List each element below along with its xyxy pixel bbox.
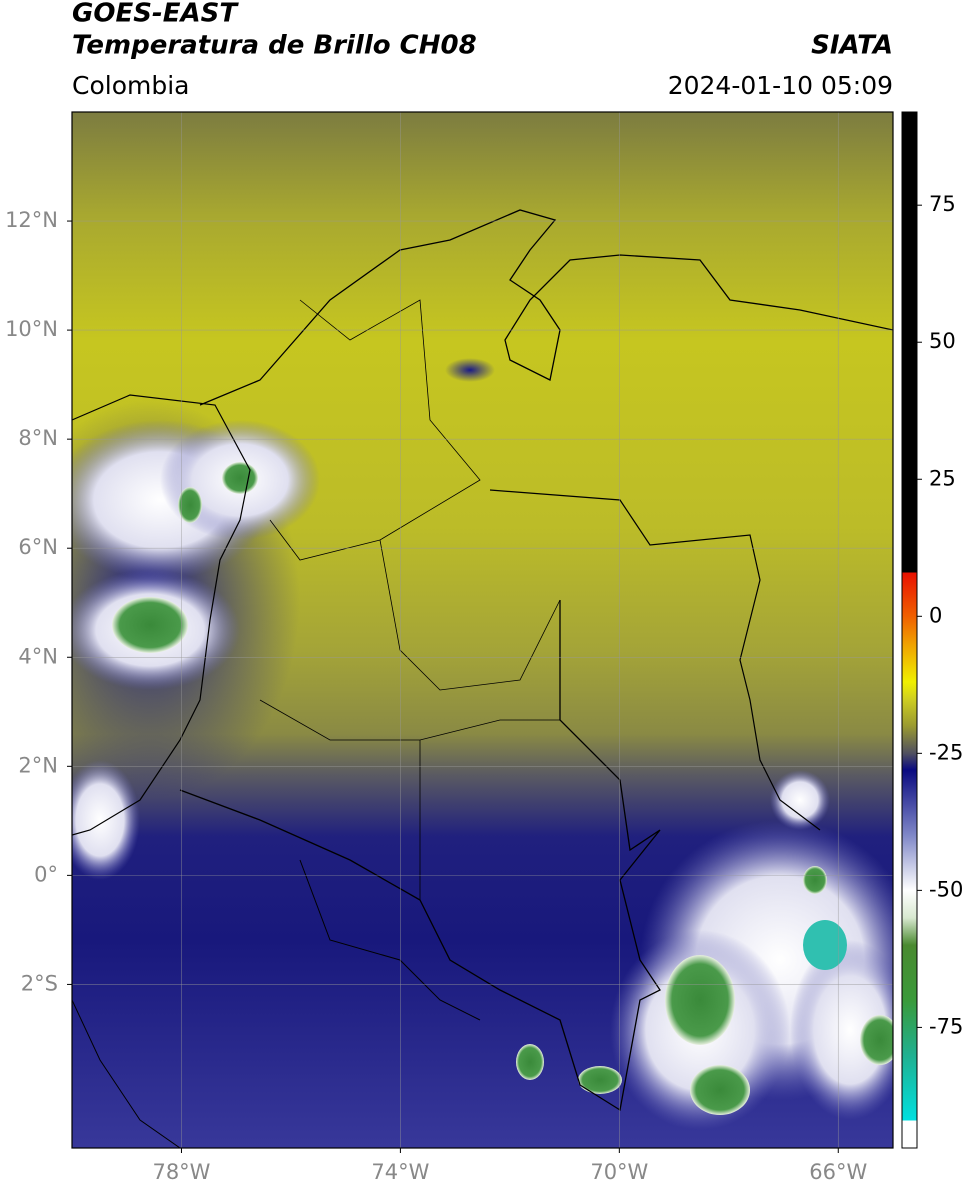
map-frame [71, 111, 894, 1149]
x-tick-label: 70°W [590, 1160, 648, 1184]
x-tick-label: 66°W [809, 1160, 867, 1184]
x-tick-label: 74°W [371, 1160, 429, 1184]
y-tick-label: 12°N [5, 208, 58, 232]
colorbar-label: 0 [929, 603, 942, 627]
y-tick-label: 10°N [5, 317, 58, 341]
colorbar-label: -75 [929, 1014, 963, 1038]
source: SIATA [811, 31, 893, 61]
colorbar-label: -25 [929, 740, 963, 764]
y-tick-label: 8°N [18, 426, 58, 450]
y-tick-label: 4°N [18, 644, 58, 668]
colorbar-label: 50 [929, 329, 956, 353]
colorbar-label: 25 [929, 466, 956, 490]
y-tick-label: 6°N [18, 535, 58, 559]
subtitle: Temperatura de Brillo CH08 [72, 31, 477, 61]
title: GOES-EAST [72, 0, 239, 29]
colorbar-label: 75 [929, 192, 956, 216]
y-tick-label: 2°S [21, 971, 58, 995]
y-tick-label: 2°N [18, 753, 58, 777]
colorbar-label: -50 [929, 877, 963, 901]
date: 2024-01-10 05:09 [668, 71, 893, 100]
colorbar [901, 111, 918, 1149]
y-tick-label: 0° [34, 862, 58, 886]
satellite-image [72, 112, 893, 1148]
region: Colombia [72, 71, 189, 100]
x-tick-label: 78°W [152, 1160, 210, 1184]
